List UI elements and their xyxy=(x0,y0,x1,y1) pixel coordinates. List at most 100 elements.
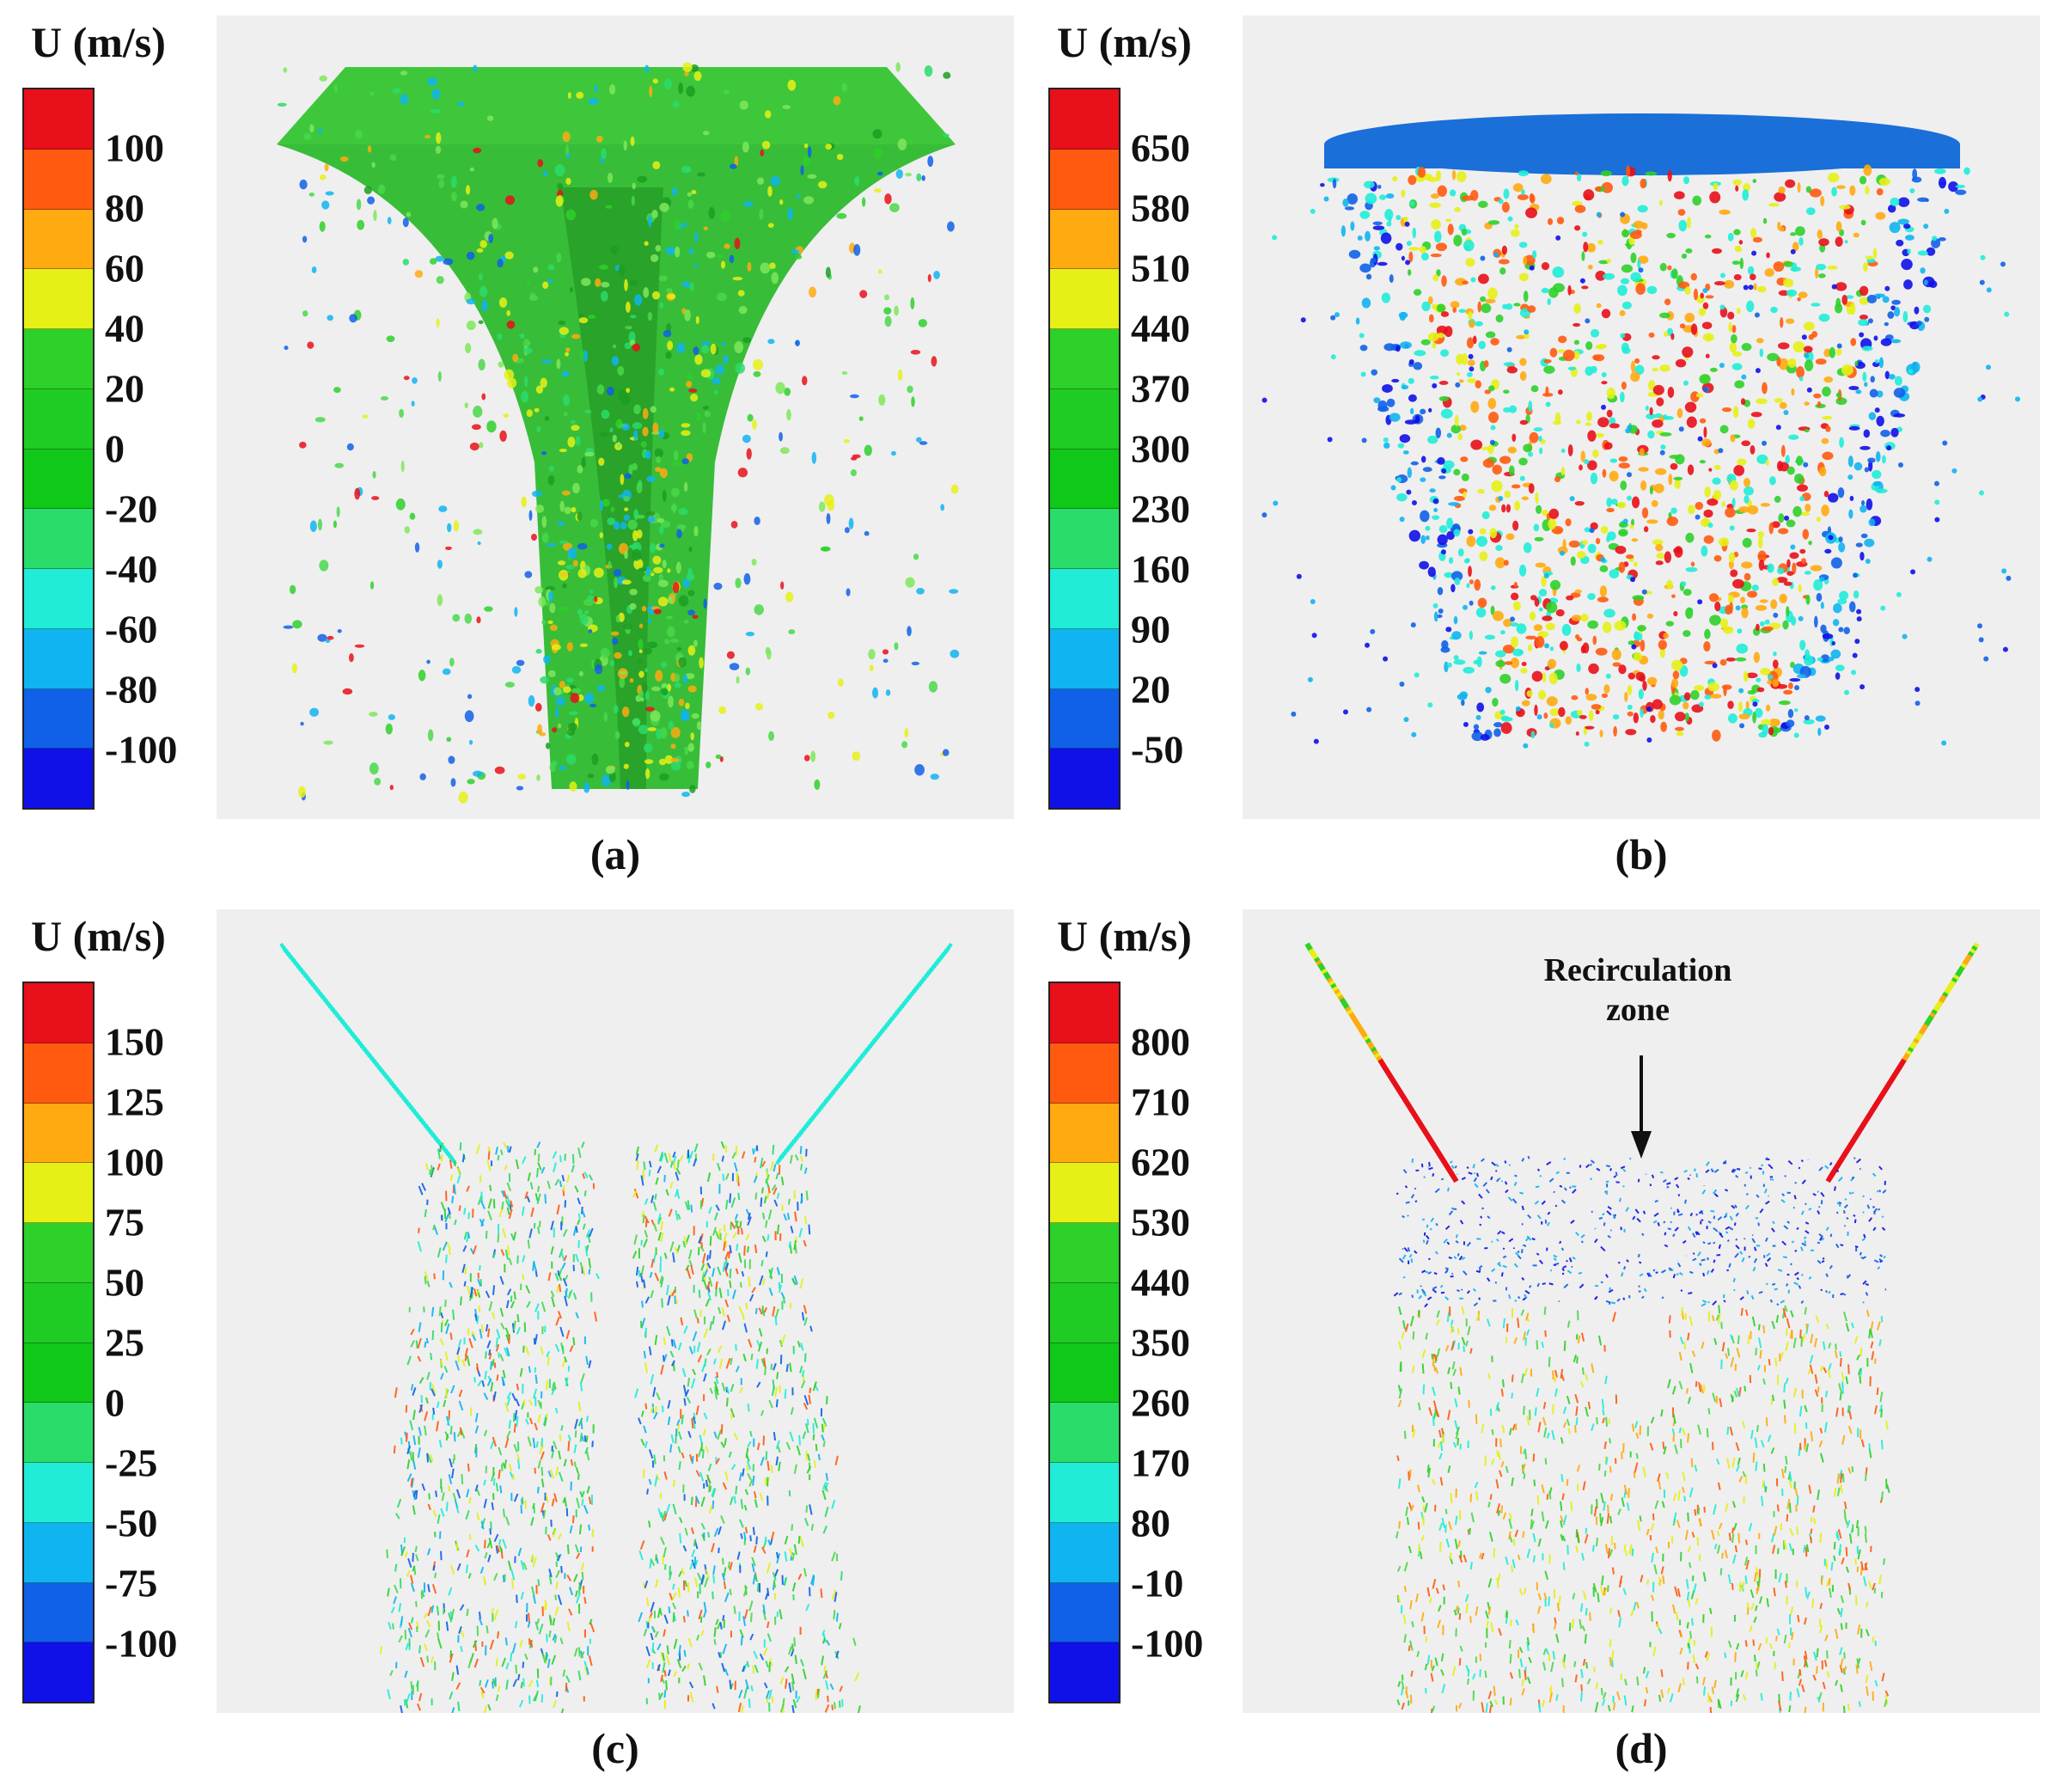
colorbar-segment xyxy=(24,688,93,749)
colorbar-segment xyxy=(24,569,93,629)
colorbar-segment xyxy=(24,1163,93,1223)
colorbar-tick-label: 125 xyxy=(105,1079,164,1124)
colorbar-segment xyxy=(1050,1522,1119,1583)
panel-caption: (c) xyxy=(591,1724,639,1772)
spray-visualization xyxy=(277,62,960,804)
panel-c: U (m/s) 150 125 100 75 50 25 0 -25 -50 -75 -100 (c… xyxy=(0,894,1014,1788)
colorbar-tick-label: -50 xyxy=(1131,727,1184,772)
colorbar-segment xyxy=(1050,269,1119,329)
colorbar-tick-label: 650 xyxy=(1131,125,1190,170)
colorbar-tick-label: 350 xyxy=(1131,1320,1190,1365)
panel-caption: (a) xyxy=(589,830,641,878)
panel-caption: (b) xyxy=(1615,830,1668,878)
colorbar-segment xyxy=(24,209,93,270)
colorbar-title: U (m/s) xyxy=(31,18,166,66)
annotation-line-1: Recirculation xyxy=(1543,952,1732,988)
droplet-cloud xyxy=(1261,113,2020,749)
plot-area xyxy=(1243,15,2040,819)
colorbar-ticks: 100 80 60 40 20 0 -20 -40 -60 -80 -100 xyxy=(105,88,208,810)
colorbar-tick-label: 440 xyxy=(1131,306,1190,351)
colorbar-segment xyxy=(24,1522,93,1583)
colorbar-tick-label: 300 xyxy=(1131,426,1190,471)
velocity-vector-field xyxy=(1304,942,1980,1713)
colorbar-segment xyxy=(24,449,93,510)
colorbar-segment xyxy=(24,983,93,1043)
colorbar-tick-label: 80 xyxy=(105,186,144,230)
colorbar-tick-label: 370 xyxy=(1131,366,1190,411)
colorbar-segment xyxy=(1050,983,1119,1043)
colorbar-segment xyxy=(24,329,93,389)
velocity-vector-field xyxy=(279,942,953,1713)
colorbar-segment xyxy=(1050,1403,1119,1463)
colorbar-tick-label: 80 xyxy=(1131,1501,1170,1545)
colorbar-title: U (m/s) xyxy=(31,912,166,960)
colorbar-segment xyxy=(1050,688,1119,749)
colorbar-segment xyxy=(1050,449,1119,510)
colorbar-segment xyxy=(1050,1103,1119,1164)
colorbar-segment xyxy=(24,1103,93,1164)
colorbar-tick-label: 75 xyxy=(105,1200,144,1245)
colorbar-tick-label: -100 xyxy=(105,727,178,772)
colorbar-ticks: 800 710 620 530 440 350 260 170 80 -10 -100 xyxy=(1131,982,1234,1703)
colorbar-tick-label: 580 xyxy=(1131,186,1190,230)
colorbar-segment xyxy=(1050,1043,1119,1104)
colorbar-segment xyxy=(24,1282,93,1343)
colorbar-tick-label: 260 xyxy=(1131,1380,1190,1425)
colorbar-segment xyxy=(1050,628,1119,689)
colorbar-tick-label: 20 xyxy=(1131,667,1170,712)
colorbar-tick-label: 40 xyxy=(105,306,144,351)
colorbar-tick-label: -10 xyxy=(1131,1561,1184,1605)
colorbar-segment xyxy=(24,269,93,329)
colorbar-segment xyxy=(1050,1463,1119,1523)
colorbar-segment xyxy=(24,509,93,569)
colorbar-segment xyxy=(1050,209,1119,270)
annotation-arrowhead xyxy=(1631,1131,1652,1159)
colorbar-segment xyxy=(1050,388,1119,450)
colorbar-tick-label: 90 xyxy=(1131,607,1170,651)
colorbar-tick-label: 710 xyxy=(1131,1079,1190,1124)
colorbar-segment xyxy=(24,1403,93,1463)
colorbar-tick-label: 0 xyxy=(105,1380,125,1425)
colorbar-tick-label: 150 xyxy=(105,1019,164,1064)
colorbar-segment xyxy=(24,1463,93,1523)
colorbar-tick-label: 530 xyxy=(1131,1200,1190,1245)
colorbar-segment xyxy=(24,1342,93,1404)
colorbar-segment xyxy=(1050,749,1119,808)
colorbar-segment xyxy=(1050,329,1119,389)
plot-area xyxy=(217,909,1014,1713)
colorbar-tick-label: 440 xyxy=(1131,1260,1190,1305)
colorbar-segment xyxy=(24,149,93,210)
spray-body xyxy=(277,62,960,804)
colorbar-segment xyxy=(24,749,93,808)
vector-lobes xyxy=(279,942,953,1713)
colorbar-tick-label: -100 xyxy=(105,1621,178,1666)
colorbar-tick-label: -60 xyxy=(105,607,158,651)
colorbar-tick-label: -80 xyxy=(105,667,158,712)
colorbar-tick-label: 800 xyxy=(1131,1019,1190,1064)
colorbar-segment xyxy=(24,628,93,689)
colorbar-title: U (m/s) xyxy=(1057,18,1192,66)
colorbar-tick-label: 20 xyxy=(105,366,144,411)
colorbar-segment xyxy=(24,1582,93,1643)
panel-a: U (m/s) 100 80 60 40 20 0 -20 -40 -60 -80 -100 (a) xyxy=(0,0,1014,894)
colorbar-tick-label: 0 xyxy=(105,426,125,471)
colorbar-segment xyxy=(1050,149,1119,210)
colorbar-tick-label: -40 xyxy=(105,547,158,591)
colorbar-tick-label: 510 xyxy=(1131,246,1190,291)
colorbar-ticks: 650 580 510 440 370 300 230 160 90 20 -50 xyxy=(1131,88,1234,810)
colorbar-tick-label: 230 xyxy=(1131,486,1190,531)
colorbar-segment xyxy=(1050,1642,1119,1702)
colorbar-segment xyxy=(1050,569,1119,629)
colorbar-tick-label: 60 xyxy=(105,246,144,291)
colorbar-tick-label: -50 xyxy=(105,1501,158,1545)
colorbar-segment xyxy=(1050,1342,1119,1404)
colorbar-tick-label: 25 xyxy=(105,1320,144,1365)
colorbar-segment xyxy=(1050,1282,1119,1343)
recirculation-annotation: Recirculation zone xyxy=(1492,951,1784,1030)
colorbar-tick-label: -75 xyxy=(105,1561,158,1605)
plot-area xyxy=(217,15,1014,819)
colorbar xyxy=(1048,982,1121,1703)
vector-field-high xyxy=(1304,942,1980,1713)
colorbar-segment xyxy=(1050,1163,1119,1223)
colorbar-segment xyxy=(24,1043,93,1104)
